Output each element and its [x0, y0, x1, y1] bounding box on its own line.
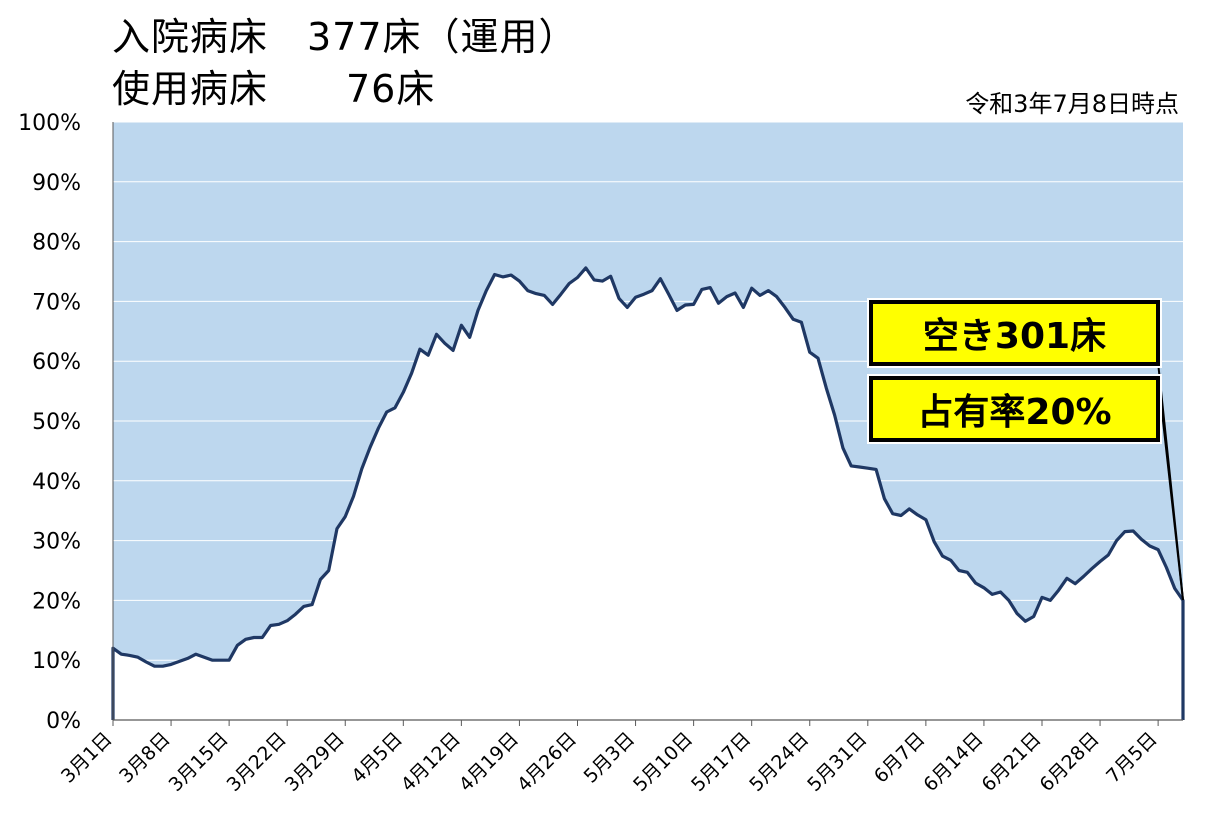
y-axis-ticks: 0% 10% 20% 30% 40% 50% 60% 70% 80% 90% 100%	[18, 111, 81, 734]
y-tick-label: 20%	[32, 589, 81, 614]
y-tick-label: 70%	[32, 290, 81, 315]
y-tick-label: 90%	[32, 171, 81, 196]
occupancy-line	[111, 266, 1185, 720]
x-tick-label: 4月26日	[513, 728, 581, 796]
x-tick-label: 5月10日	[629, 728, 697, 796]
y-tick-label: 80%	[32, 231, 81, 256]
x-tick-label: 3月29日	[281, 728, 349, 796]
occupancy-area	[113, 267, 1183, 720]
x-axis-ticks: 3月1日3月8日3月15日3月22日3月29日4月5日4月12日4月19日4月2…	[57, 720, 1162, 796]
callout-pointer-occupancy	[1157, 375, 1184, 601]
x-tick-label: 7月5日	[1102, 728, 1162, 788]
x-tick-label: 3月15日	[165, 728, 233, 796]
x-tick-label: 3月1日	[57, 728, 117, 788]
y-tick-label: 0%	[46, 709, 81, 734]
x-tick-label: 4月12日	[397, 728, 465, 796]
x-tick-label: 5月31日	[803, 728, 871, 796]
as-of-date-label: 令和3年7月8日時点	[965, 90, 1179, 118]
chart-title-total-beds: 入院病床 377床（運用）	[112, 15, 578, 59]
y-tick-label: 50%	[32, 410, 81, 435]
x-tick-label: 6月28日	[1036, 728, 1104, 796]
y-tick-label: 10%	[32, 649, 81, 674]
occupancy-rate-callout: 占有率20%	[869, 376, 1160, 442]
y-tick-label: 30%	[32, 530, 81, 555]
vacant-beds-callout: 空き301床	[869, 300, 1160, 366]
x-tick-label: 5月17日	[687, 728, 755, 796]
x-tick-label: 6月21日	[977, 728, 1045, 796]
x-tick-label: 3月22日	[223, 728, 291, 796]
x-tick-label: 6月14日	[919, 728, 987, 796]
y-tick-label: 100%	[18, 111, 81, 136]
y-tick-label: 40%	[32, 470, 81, 495]
y-tick-label: 60%	[32, 350, 81, 375]
x-tick-label: 4月19日	[455, 728, 523, 796]
x-tick-label: 5月24日	[745, 728, 813, 796]
chart-title-used-beds: 使用病床 76床	[112, 67, 436, 111]
